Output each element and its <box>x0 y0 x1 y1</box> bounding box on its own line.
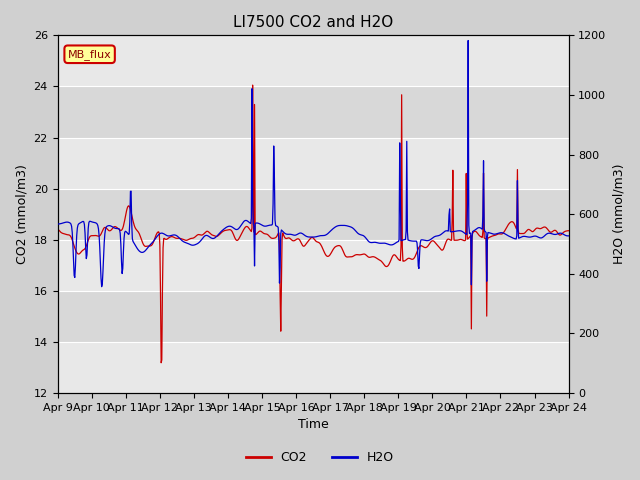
Bar <box>58 189 568 240</box>
Y-axis label: CO2 (mmol/m3): CO2 (mmol/m3) <box>15 164 28 264</box>
Text: MB_flux: MB_flux <box>68 49 111 60</box>
Bar <box>58 342 568 393</box>
Bar <box>58 36 568 86</box>
Legend: CO2, H2O: CO2, H2O <box>241 446 399 469</box>
Bar <box>58 86 568 138</box>
Bar <box>58 138 568 189</box>
Bar <box>58 240 568 291</box>
X-axis label: Time: Time <box>298 419 328 432</box>
Title: LI7500 CO2 and H2O: LI7500 CO2 and H2O <box>233 15 393 30</box>
Bar <box>58 291 568 342</box>
Y-axis label: H2O (mmol/m3): H2O (mmol/m3) <box>612 164 625 264</box>
